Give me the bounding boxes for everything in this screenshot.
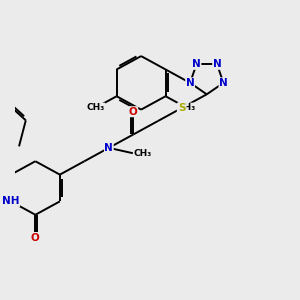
Text: O: O	[129, 107, 138, 117]
Text: CH₃: CH₃	[134, 149, 152, 158]
Text: N: N	[186, 78, 194, 88]
Text: N: N	[104, 143, 113, 153]
Text: NH: NH	[2, 196, 20, 206]
Text: N: N	[192, 59, 201, 69]
Text: O: O	[31, 232, 40, 242]
Text: S: S	[178, 103, 186, 113]
Text: CH₃: CH₃	[177, 103, 196, 112]
Text: N: N	[213, 59, 221, 69]
Text: CH₃: CH₃	[87, 103, 105, 112]
Text: N: N	[219, 78, 228, 88]
